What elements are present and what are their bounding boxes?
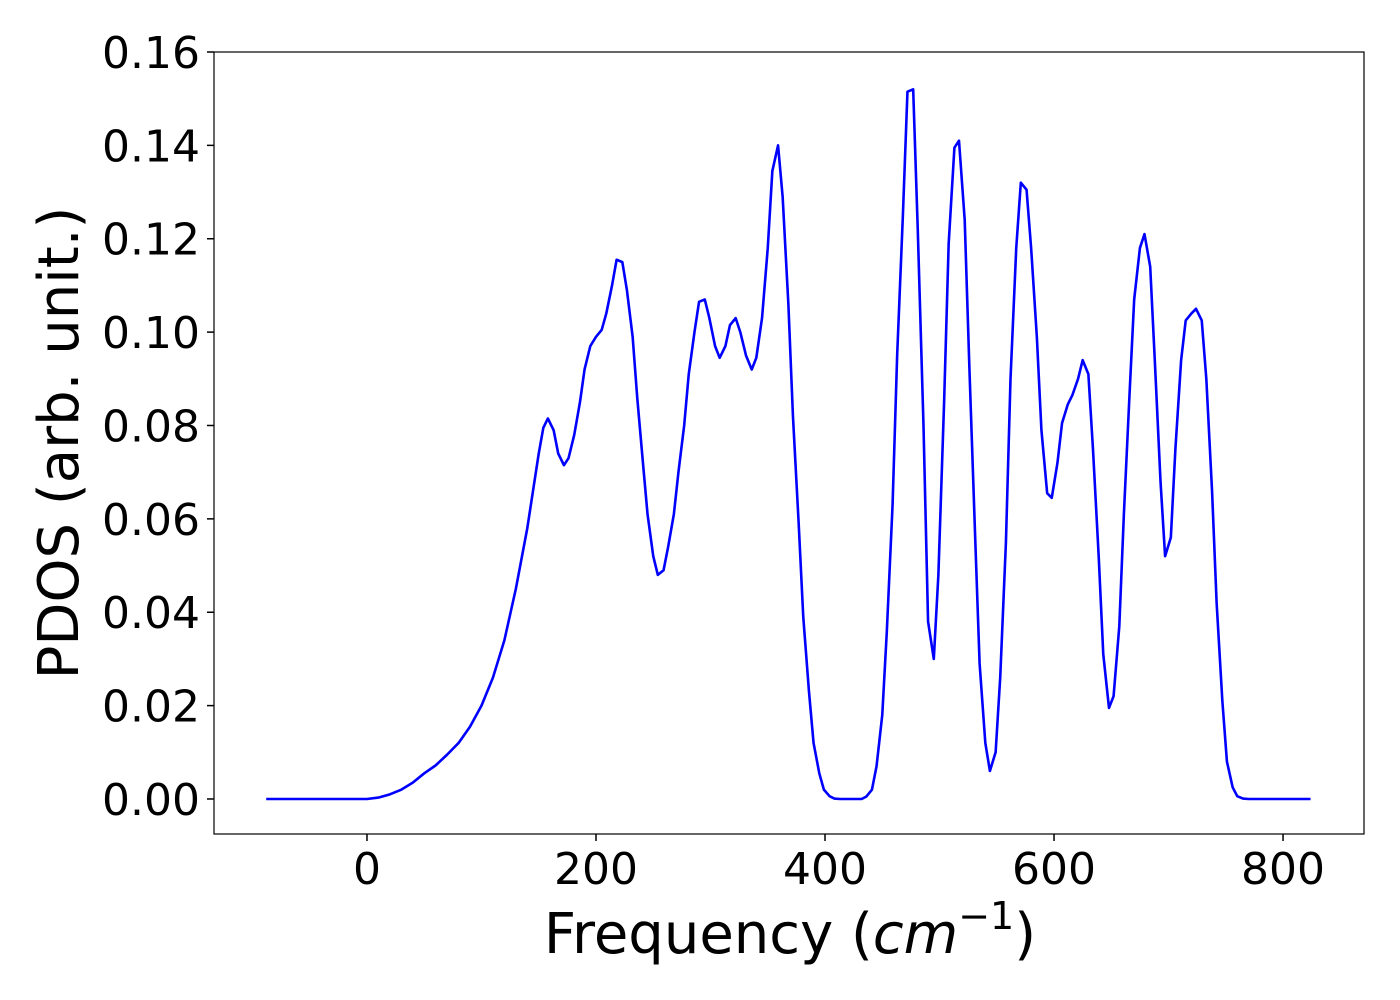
y-tick-label: 0.06	[102, 495, 200, 546]
data-line	[266, 88, 1311, 801]
y-tick-label: 0.08	[102, 401, 200, 452]
x-label-part: )	[1014, 902, 1036, 967]
x-axis-label: Frequency (cm−1)	[544, 894, 1036, 967]
x-tick-label: 600	[1012, 844, 1096, 895]
x-tick-label: 400	[783, 844, 867, 895]
x-label-part: cm	[873, 902, 958, 967]
x-tick-label: 200	[554, 844, 638, 895]
y-axis-label: PDOS (arb. unit.)	[27, 207, 92, 680]
y-tick-label: 0.04	[102, 588, 200, 639]
y-tick-label: 0.10	[102, 308, 200, 359]
x-tick-label: 0	[353, 844, 381, 895]
y-tick-label: 0.14	[102, 121, 200, 172]
x-label-part: −1	[958, 894, 1014, 938]
y-tick-label: 0.02	[102, 682, 200, 733]
plot-frame	[213, 51, 1365, 835]
y-tick-label: 0.16	[102, 28, 200, 79]
y-tick-label: 0.00	[102, 775, 200, 826]
x-tick-label: 800	[1241, 844, 1325, 895]
y-tick-label: 0.12	[102, 215, 200, 266]
x-label-part: Frequency (	[544, 902, 873, 967]
